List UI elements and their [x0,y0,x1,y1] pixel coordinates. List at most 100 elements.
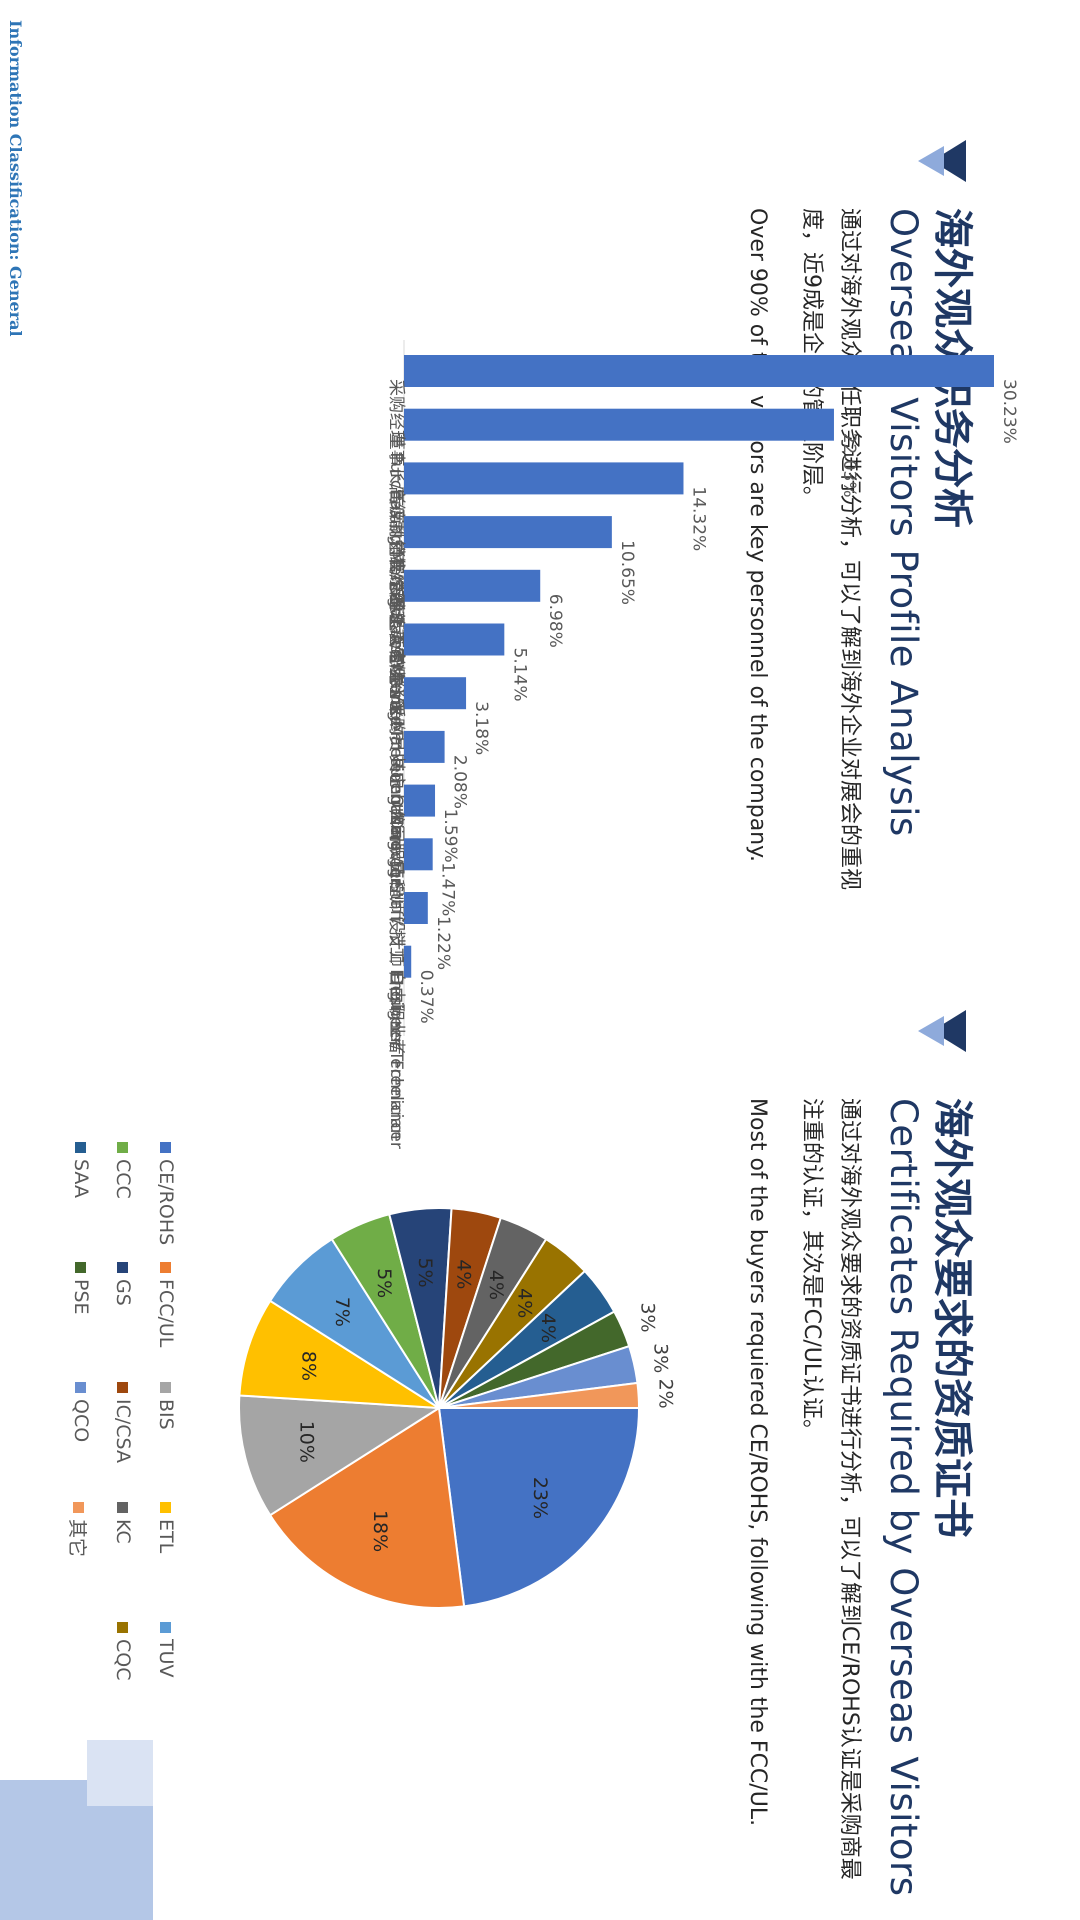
bar-7 [404,730,445,763]
legend-item-12: QCO [70,1382,92,1442]
legend-label-3: ETL [155,1519,177,1554]
pie-label-2: 10% [295,1421,317,1463]
legend-swatch-12 [75,1382,87,1393]
bar-value-label-5: 5.14% [509,648,529,702]
pie-slice-13 [438,1381,641,1409]
bar-8 [404,784,436,817]
legend-label-11: PSE [70,1279,92,1315]
legend-item-0: CE/ROHS [155,1142,177,1245]
bar-category-label-8: 公司职员 Staff [386,809,406,923]
bar-value-label-3: 10.65% [617,540,637,605]
legend-swatch-2 [160,1382,172,1393]
legend-item-6: GS [112,1262,134,1306]
bar-5 [404,623,505,656]
pie-slice-3 [238,1299,440,1409]
pie-label-12: 3% [650,1343,672,1373]
legend-label-4: TUV [155,1639,177,1678]
bar-category-label-10: 设计师 Designer [386,916,406,1049]
pie-label-5: 5% [373,1268,395,1298]
legend-label-12: QCO [70,1399,92,1443]
pie-label-3: 8% [298,1351,320,1381]
legend-label-2: BIS [155,1399,177,1430]
bar-value-label-2: 14.32% [688,486,708,551]
legend-label-1: FCC/UL [155,1279,177,1348]
bar-0 [404,355,994,387]
bar-value-label-8: 1.59% [440,809,460,863]
legend-item-1: FCC/UL [155,1262,177,1347]
legend-item-10: SAA [70,1142,92,1198]
legend-item-8: KC [112,1502,134,1544]
bar-value-label-11: 0.37% [416,970,436,1024]
bar-4 [403,569,541,602]
legend-item-5: CCC [112,1142,134,1199]
bar-6 [403,677,467,710]
pie-slice-0 [437,1407,641,1608]
legend-label-13: 其它 [66,1519,88,1558]
legend-swatch-0 [160,1142,172,1153]
bar-11 [404,945,412,978]
bar-value-label-0: 30.23% [999,379,1019,444]
legend-swatch-1 [160,1262,172,1273]
legend-swatch-4 [160,1622,172,1633]
legend-swatch-8 [117,1502,129,1513]
legend-swatch-9 [117,1622,129,1633]
legend-label-9: CQC [112,1639,134,1681]
legend-label-6: GS [112,1279,134,1306]
pie-label-11: 3% [636,1302,658,1332]
pie-slice-2 [238,1394,443,1517]
legend-item-2: BIS [155,1382,177,1430]
bar-category-label-2: 高级副总裁/总经理 Assistant… [386,486,406,728]
legend-swatch-6 [117,1262,129,1273]
pie-label-13: 2% [655,1379,677,1409]
legend-item-4: TUV [155,1622,177,1678]
bar-category-label-3: 销售经理 Sales Manager [386,540,406,739]
information-classification: Information Classification: General [6,20,25,337]
legend-label-0: CE/ROHS [155,1159,177,1246]
bar-category-label-6: 采购员 Purchasing Agent [386,701,406,906]
pie-label-8: 4% [485,1270,507,1300]
bar-category-label-0: 采购经理 Purchasing Manager [386,379,406,625]
bar-value-label-1: 22.03% [839,433,859,498]
legend-swatch-10 [75,1142,87,1153]
pie-label-6: 5% [414,1258,436,1288]
bar-9 [404,838,433,871]
legend-label-10: SAA [70,1159,92,1198]
legend-swatch-13 [73,1502,84,1513]
legend-item-13: 其它 [65,1502,92,1557]
bar-category-label-4: 副总裁/总监 Vice President/Director [386,594,406,885]
legend-swatch-11 [75,1262,87,1273]
legend-item-11: PSE [70,1262,92,1315]
bar-value-label-6: 3.18% [471,701,491,755]
bar-2 [404,462,684,495]
legend-label-8: KC [112,1519,134,1544]
bar-category-label-7: 其它 Others [386,755,406,852]
bar-value-label-4: 6.98% [545,594,565,648]
legend-label-5: CCC [112,1159,134,1199]
legend-swatch-3 [160,1502,172,1513]
legend-item-3: ETL [155,1502,177,1553]
legend-label-7: IC/CSA [112,1399,134,1463]
pie-label-4: 7% [331,1297,353,1327]
legend-swatch-7 [117,1382,129,1393]
bar-value-label-10: 1.22% [433,916,453,970]
bar-3 [404,516,612,549]
bar-1 [404,408,834,441]
bar-category-label-11: 自由职业者 Freelancer [386,970,406,1149]
legend-item-7: IC/CSA [112,1382,134,1463]
pie-label-7: 4% [452,1259,474,1289]
bar-category-label-5: 市场经理 Marketing Manager [386,648,406,886]
section1-triangle-icon [918,140,966,182]
pie-label-0: 23% [529,1477,551,1519]
bar-category-label-9: 工程师 / 技工 Engineer/Technician [386,862,406,1139]
section2-triangle-icon [918,1010,966,1052]
decorative-square-small [87,1740,153,1806]
bar-10 [404,892,428,924]
pie-label-10: 4% [537,1313,559,1343]
legend-item-9: CQC [112,1622,134,1681]
legend-swatch-5 [117,1142,129,1153]
pie-slice-1 [268,1406,466,1609]
bar-category-label-1: 董事长/首席执行官/首席运营官/总… [386,433,406,705]
pie-label-9: 4% [514,1288,536,1318]
